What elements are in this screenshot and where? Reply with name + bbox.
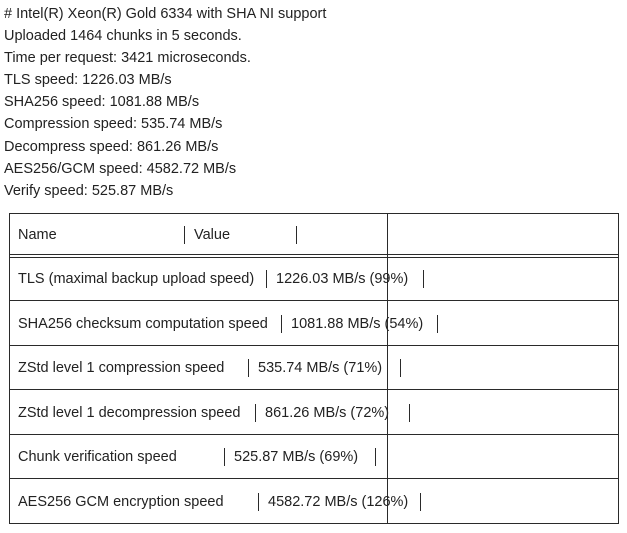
- row-value: 525.87 MB/s (69%): [234, 449, 359, 465]
- row-name: SHA256 checksum computation speed: [18, 316, 268, 332]
- row-value: 535.74 MB/s (71%): [258, 360, 383, 376]
- pipe-separator: [296, 226, 297, 244]
- row-value: 861.26 MB/s (72%): [265, 405, 390, 421]
- compression-speed-line: Compression speed: 535.74 MB/s: [4, 116, 223, 133]
- pipe-separator: [9, 493, 10, 511]
- cpu-info-line: # Intel(R) Xeon(R) Gold 6334 with SHA NI…: [4, 6, 327, 22]
- pipe-separator: [266, 270, 267, 288]
- pipe-separator: [184, 226, 185, 244]
- table-bottom-border: [9, 523, 619, 524]
- table-top-border: [9, 213, 619, 214]
- pipe-separator: [375, 448, 376, 466]
- pipe-separator: [248, 359, 249, 377]
- table-header-separator: [9, 254, 619, 255]
- pipe-separator: [437, 315, 438, 333]
- decompress-speed-line: Decompress speed: 861.26 MB/s: [4, 138, 219, 155]
- pipe-separator: [9, 448, 10, 466]
- row-name: AES256 GCM encryption speed: [18, 494, 224, 510]
- pipe-separator: [420, 493, 421, 511]
- table-header-separator: [9, 257, 619, 258]
- pipe-separator: [9, 359, 10, 377]
- table-row-separator: [9, 389, 619, 390]
- verify-speed-line: Verify speed: 525.87 MB/s: [4, 182, 174, 199]
- aes-gcm-speed-line: AES256/GCM speed: 4582.72 MB/s: [4, 160, 237, 177]
- row-value: 1226.03 MB/s (99%): [276, 271, 409, 287]
- chunks-uploaded-line: Uploaded 1464 chunks in 5 seconds.: [4, 28, 242, 45]
- sha256-speed-line: SHA256 speed: 1081.88 MB/s: [4, 94, 200, 111]
- row-name: ZStd level 1 compression speed: [18, 360, 225, 376]
- row-name: ZStd level 1 decompression speed: [18, 405, 241, 421]
- row-value: 1081.88 MB/s (54%): [291, 316, 424, 332]
- table-right-border: [618, 213, 619, 524]
- table-row-separator: [9, 478, 619, 479]
- row-value: 4582.72 MB/s (126%): [268, 494, 409, 510]
- table-row-separator: [9, 345, 619, 346]
- row-name: TLS (maximal backup upload speed): [18, 271, 255, 287]
- pipe-separator: [9, 315, 10, 333]
- pipe-separator: [423, 270, 424, 288]
- time-per-request-line: Time per request: 3421 microseconds.: [4, 50, 251, 67]
- pipe-separator: [9, 404, 10, 422]
- pipe-separator: [281, 315, 282, 333]
- table-row-separator: [9, 434, 619, 435]
- row-name: Chunk verification speed: [18, 449, 177, 465]
- pipe-separator: [9, 226, 10, 244]
- pipe-separator: [224, 448, 225, 466]
- pipe-separator: [400, 359, 401, 377]
- header-value: Value: [194, 227, 231, 243]
- header-name: Name: [18, 227, 57, 243]
- tls-speed-line: TLS speed: 1226.03 MB/s: [4, 72, 172, 89]
- table-row-separator: [9, 300, 619, 301]
- pipe-separator: [255, 404, 256, 422]
- table-column-divider: [387, 213, 388, 524]
- benchmark-summary: # Intel(R) Xeon(R) Gold 6334 with SHA NI…: [4, 3, 326, 202]
- pipe-separator: [258, 493, 259, 511]
- pipe-separator: [409, 404, 410, 422]
- pipe-separator: [9, 270, 10, 288]
